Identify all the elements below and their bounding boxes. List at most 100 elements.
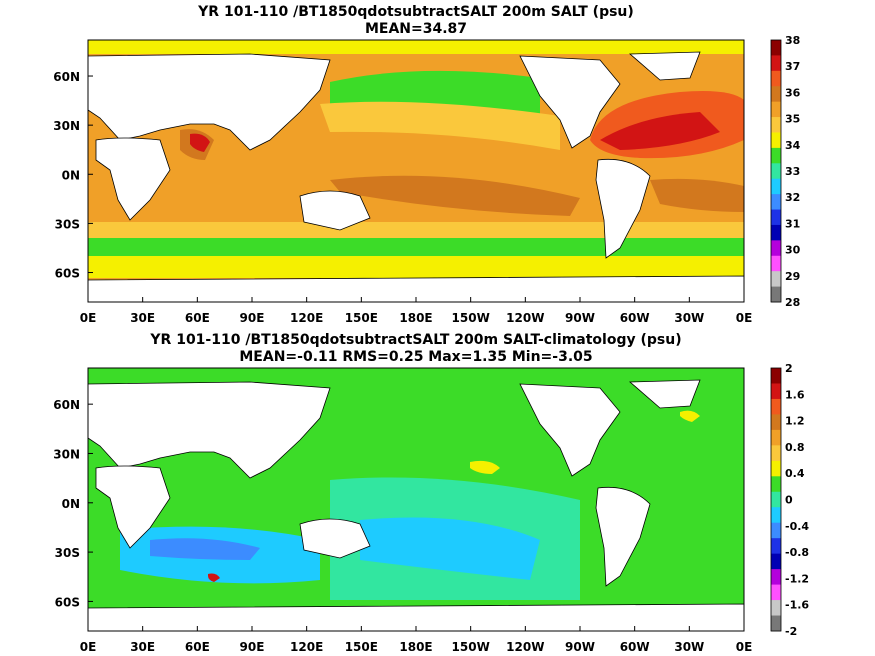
x-tick-label: 150E [345,640,378,654]
x-tick-label: 0E [80,311,97,325]
colorbar-swatch [771,383,781,400]
colorbar-swatch [771,553,781,570]
colorbar-swatch [771,86,781,103]
x-tick-label: 90W [565,640,595,654]
x-tick-label: 120W [506,640,544,654]
colorbar-label: 2 [785,362,793,375]
x-tick-label: 0E [80,640,97,654]
colorbar-swatch [771,178,781,195]
colorbar-swatch [771,429,781,446]
x-tick-label: 30E [130,640,155,654]
x-tick-label: 120E [290,311,323,325]
colorbar-swatch [771,70,781,87]
colorbar-label: -1.2 [785,572,809,585]
y-tick-labels: 60N 30N 0N 30S 60S [53,398,93,609]
x-tick-label: 60W [620,311,650,325]
colorbar-label: 28 [785,296,800,309]
colorbar-swatch [771,522,781,539]
x-tick-label: 150W [452,311,490,325]
colorbar-swatch [771,255,781,272]
panel-salinity-anomaly: YR 101-110 /BT1850qdotsubtractSALT 200m … [53,332,809,654]
panel-title: YR 101-110 /BT1850qdotsubtractSALT 200m … [149,332,681,348]
colorbar-swatch [771,55,781,72]
x-tick-label: 150E [345,311,378,325]
colorbar-swatch [771,600,781,617]
y-tick-label: 30S [55,217,80,231]
colorbar-swatch [771,460,781,477]
colorbar-label: 30 [785,244,801,257]
colorbar-swatch [771,117,781,133]
colorbar-swatch [771,398,781,415]
colorbar-swatch [771,445,781,462]
colorbar-swatch [771,476,781,493]
y-tick-label: 60N [53,398,80,412]
colorbar-label: 0.8 [785,441,805,454]
panel-title: YR 101-110 /BT1850qdotsubtractSALT 200m … [197,4,634,20]
x-tick-label: 30W [674,640,704,654]
colorbar-swatch [771,240,781,257]
x-tick-label: 90E [240,640,265,654]
colorbar-label: 0 [785,494,793,507]
map-field [88,40,744,302]
colorbar-swatch [771,147,781,164]
y-tick-label: 0N [62,168,80,182]
colorbar-swatch [771,615,781,632]
colorbar-label: -0.4 [785,520,809,533]
colorbar-label: 31 [785,217,800,230]
colorbar-label: 37 [785,60,800,73]
colorbar-swatch [771,286,781,303]
panel-salinity: YR 101-110 /BT1850qdotsubtractSALT 200m … [53,4,800,325]
colorbar-label: 29 [785,270,800,283]
x-tick-label: 90E [240,311,265,325]
y-tick-label: 30N [53,119,80,133]
x-tick-label: 120E [290,640,323,654]
colorbar-label: -1.6 [785,599,809,612]
y-tick-label: 30S [55,546,80,560]
colorbar-label: 0.4 [785,467,805,480]
x-tick-label: 180E [399,311,432,325]
colorbar-swatch [771,368,781,384]
y-tick-label: 0N [62,497,80,511]
colorbar-label: 36 [785,86,801,99]
colorbar-frame [770,367,782,632]
colorbar-label: 1.6 [785,388,805,401]
x-tick-label: 60E [185,311,210,325]
colorbar-swatch [771,414,781,431]
y-tick-label: 60N [53,70,80,84]
colorbar-label: -0.8 [785,546,809,559]
colorbar-label: 35 [785,113,800,126]
x-tick-label: 180E [399,640,432,654]
x-tick-label: 30E [130,311,155,325]
x-tick-labels: 0E 30E 60E 90E 120E 150E 180E 150W 120W 90W 60W 30W… [80,297,753,325]
colorbar-swatch [771,132,781,149]
colorbar-swatch [771,491,781,508]
y-tick-label: 60S [55,267,80,281]
colorbar-swatch [771,507,781,524]
y-tick-label: 30N [53,447,80,461]
x-tick-label: 30W [674,311,704,325]
x-tick-label: 150W [452,640,490,654]
colorbar-swatch [771,209,781,226]
x-tick-labels: 0E 30E 60E 90E 120E 150E 180E 150W 120W 90W 60W 30W… [80,626,753,654]
x-tick-label: 0E [736,640,753,654]
panel-subtitle: MEAN=34.87 [365,21,467,37]
colorbar-swatch [771,584,781,601]
colorbar-label: 1.2 [785,415,805,428]
colorbar-swatch [771,194,781,211]
colorbar-swatch [771,538,781,555]
colorbar-frame [770,39,782,303]
colorbar-swatch [771,569,781,586]
colorbar-swatch [771,224,781,241]
colorbar-label: 32 [785,191,800,204]
x-tick-label: 0E [736,311,753,325]
panel-subtitle: MEAN=-0.11 RMS=0.25 Max=1.35 Min=-3.05 [239,349,592,365]
x-tick-label: 60W [620,640,650,654]
colorbar-swatch [771,40,781,56]
y-tick-labels: 60N 30N 0N 30S 60S [53,70,93,281]
colorbar-swatch [771,101,781,118]
x-tick-label: 90W [565,311,595,325]
colorbar-label: 33 [785,165,800,178]
colorbar-label: 34 [785,139,801,152]
colorbar-label: 38 [785,34,800,47]
